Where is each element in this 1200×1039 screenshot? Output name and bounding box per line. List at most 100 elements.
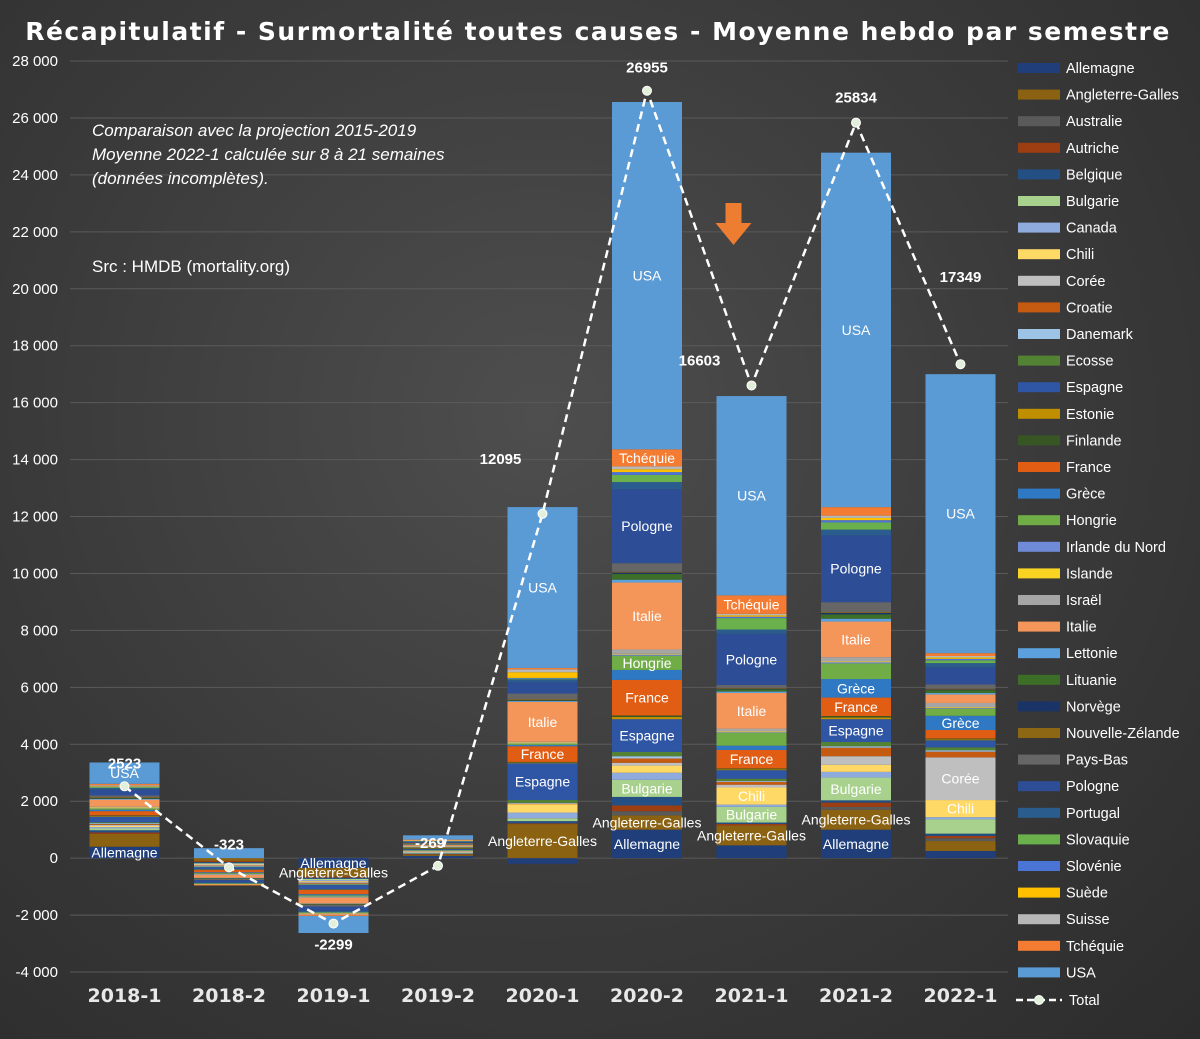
bar-segment-irlande-du-nord <box>821 661 891 664</box>
bar-segment-slovenie <box>507 677 578 679</box>
legend-item-allemagne: Allemagne <box>1018 61 1135 77</box>
segment-label: USA <box>946 506 975 522</box>
bar-segment-grece <box>507 744 578 747</box>
legend-item-lituanie: Lituanie <box>1018 673 1117 689</box>
bar-segment-croatie <box>507 803 578 805</box>
y-tick-label: 20 000 <box>12 281 58 298</box>
total-label: -269 <box>415 835 445 852</box>
bar-segment-france <box>298 890 369 895</box>
bar-segment-grece <box>716 745 787 750</box>
bar-segment-ecosse <box>612 751 682 757</box>
bar-segment-portugal <box>507 679 578 683</box>
segment-labels: AllemagneUSAAngleterre-GallesAllemagneAn… <box>91 268 979 881</box>
legend-label: Lituanie <box>1066 673 1117 689</box>
y-tick-label: 18 000 <box>12 338 58 355</box>
bar-segment-finlande <box>89 815 160 817</box>
x-tick-label: 2019-1 <box>297 985 371 1007</box>
bar-segment-israel <box>403 845 473 847</box>
bar-segment-lituanie <box>298 903 369 905</box>
bar-segment-allemagne <box>298 858 369 869</box>
bar-segment-danemark <box>925 750 996 752</box>
legend-swatch <box>1018 196 1060 206</box>
x-tick-label: 2018-1 <box>88 985 162 1007</box>
bar-segment-pays-bas <box>507 693 578 700</box>
segment-label: Pologne <box>830 561 882 577</box>
segment-label: Italie <box>632 608 662 624</box>
legend-swatch <box>1018 648 1060 659</box>
legend-swatch <box>1018 408 1060 419</box>
legend-swatch <box>1018 621 1060 632</box>
bar-segment-tchequie <box>716 595 787 614</box>
bar-segment-belgique <box>925 833 996 836</box>
bar-segment-croatie <box>925 751 996 758</box>
bar-segment-lettonie <box>821 618 891 622</box>
legend-item-estonie: Estonie <box>1018 407 1114 423</box>
bar-segment-italie <box>403 844 473 846</box>
segment-label: USA <box>842 322 871 338</box>
bar-segment-espagne <box>925 740 996 748</box>
segment-label: Italie <box>841 631 871 647</box>
bar-2019-1 <box>298 858 369 933</box>
bar-segment-grece <box>612 669 682 680</box>
total-marker <box>537 508 548 519</box>
legend-swatch <box>1018 515 1060 526</box>
bar-segment-angleterre-galles <box>821 809 891 830</box>
annotations: Comparaison avec la projection 2015-2019… <box>92 121 445 276</box>
bar-segment-croatie <box>821 747 891 757</box>
bar-segment-usa <box>821 152 891 508</box>
legend-label: Irlande du Nord <box>1066 540 1166 556</box>
bar-segment-norvege <box>716 688 787 690</box>
bar-segment-lituanie <box>194 878 264 879</box>
y-tick-label: 12 000 <box>12 509 58 526</box>
bar-segment-bulgarie <box>821 777 891 801</box>
bar-segment-slovaquie <box>716 618 787 630</box>
bar-segment-italie <box>298 897 369 904</box>
bar-segment-australie <box>612 811 682 816</box>
bar-segment-pays-bas <box>89 795 160 798</box>
bar-segment-lituanie <box>612 574 682 580</box>
bar-segment-italie <box>821 621 891 658</box>
bar-segment-belgique <box>89 830 160 833</box>
legend-item-danemark: Danemark <box>1018 327 1134 343</box>
legend-swatch <box>1018 355 1060 366</box>
bar-segment-tchequie <box>612 449 682 467</box>
legend-swatch <box>1018 462 1060 472</box>
legend-label: Croatie <box>1066 300 1113 316</box>
bar-segment-italie <box>925 694 996 703</box>
bar-segment-france <box>612 679 682 716</box>
legend-label: Suède <box>1066 886 1108 902</box>
segment-label: Angleterre-Galles <box>488 833 597 849</box>
legend-item-total: Total <box>1016 993 1100 1009</box>
bar-segment-tchequie <box>507 667 578 670</box>
legend-label: Danemark <box>1066 327 1134 343</box>
bar-segment-pays-bas <box>298 904 369 907</box>
bar-segment-usa <box>403 835 473 840</box>
bar-segment-pologne <box>925 667 996 685</box>
bar-segment-espagne <box>507 763 578 801</box>
bar-segment-usa <box>89 762 160 784</box>
legend-label: Slovaquie <box>1066 832 1130 848</box>
legend-label: Belgique <box>1066 167 1122 183</box>
bar-segment-chili <box>716 787 787 805</box>
bar-segment-autriche <box>403 853 473 855</box>
legend-item-croatie: Croatie <box>1018 300 1113 316</box>
bar-segment-coree <box>403 851 473 852</box>
bar-segment-hongrie <box>612 655 682 670</box>
y-tick-label: 4 000 <box>20 736 58 753</box>
bar-segment-angleterre-galles <box>403 854 473 856</box>
bar-segment-croatie <box>298 882 369 884</box>
bar-segment-pologne <box>821 535 891 603</box>
bar-segment-espagne <box>89 816 160 823</box>
bar-segment-allemagne <box>89 846 160 859</box>
bar-segment-pays-bas <box>821 602 891 613</box>
bar-segment-slovaquie <box>821 522 891 530</box>
bar-segment-nouvelle-zelande <box>821 612 891 614</box>
annotation-note: (données incomplètes). <box>92 169 269 188</box>
bar-segment-australie <box>925 838 996 842</box>
total-label: 25834 <box>835 90 877 107</box>
bar-segment-hongrie <box>507 743 578 745</box>
bar-segment-canada <box>403 852 473 853</box>
bar-segment-angleterre-galles <box>194 858 264 861</box>
legend-item-suisse: Suisse <box>1018 912 1110 928</box>
